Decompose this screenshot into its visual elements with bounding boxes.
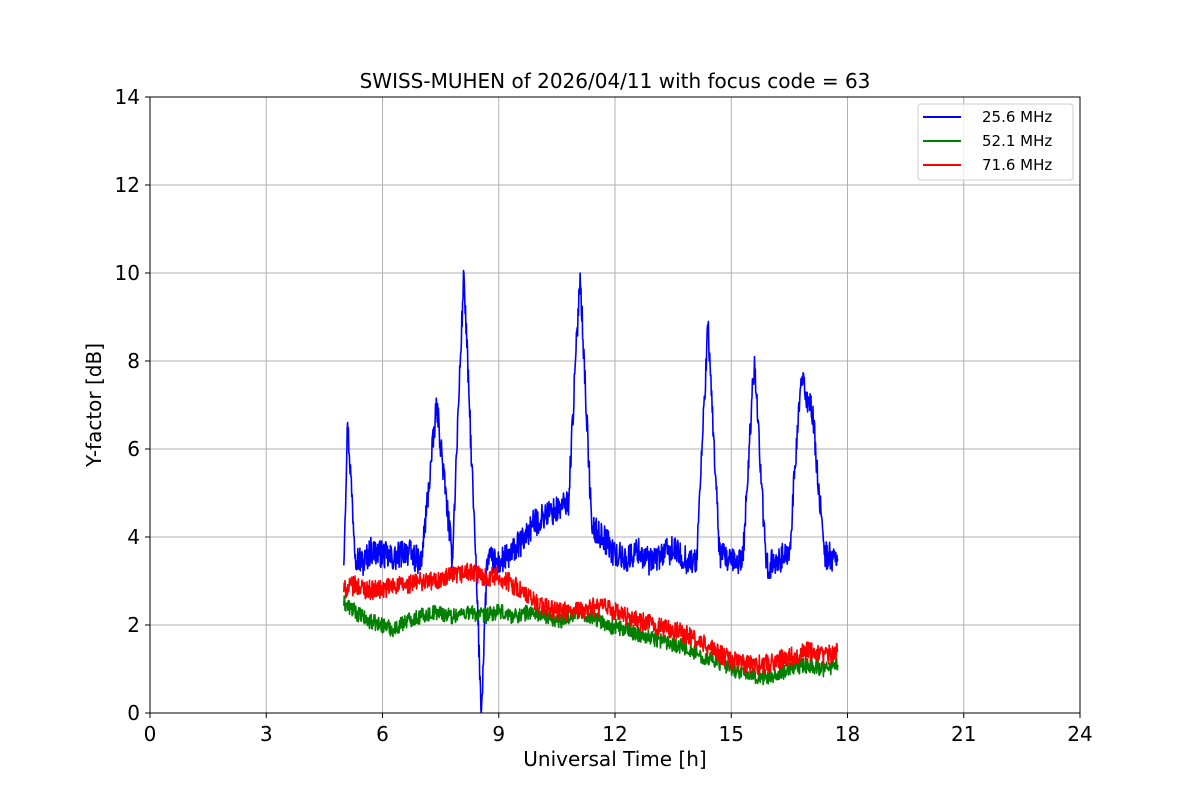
series-layer <box>343 269 839 713</box>
x-tick-label: 12 <box>602 722 627 746</box>
x-tick-label: 21 <box>951 722 976 746</box>
x-axis-ticks: 0 3 6 9 12 15 18 21 24 <box>144 713 1093 746</box>
x-tick-label: 9 <box>492 722 505 746</box>
y-tick-label: 6 <box>127 437 140 461</box>
x-tick-label: 18 <box>835 722 860 746</box>
y-tick-label: 12 <box>115 173 140 197</box>
y-tick-label: 8 <box>127 349 140 373</box>
y-axis-ticks: 0 2 4 6 8 10 12 14 <box>115 85 150 725</box>
chart-title: SWISS-MUHEN of 2026/04/11 with focus cod… <box>360 69 871 93</box>
grid <box>149 96 1081 714</box>
y-tick-label: 4 <box>127 525 140 549</box>
legend-label: 52.1 MHz <box>982 132 1052 150</box>
series-line <box>343 269 839 713</box>
y-tick-label: 0 <box>127 701 140 725</box>
x-tick-label: 6 <box>376 722 389 746</box>
y-tick-label: 10 <box>115 261 140 285</box>
x-axis-label: Universal Time [h] <box>523 747 706 771</box>
legend-box <box>917 103 1074 181</box>
x-tick-label: 3 <box>260 722 273 746</box>
x-tick-label: 15 <box>719 722 744 746</box>
y-tick-label: 14 <box>115 85 140 109</box>
x-tick-label: 24 <box>1067 722 1092 746</box>
series-line <box>343 562 839 675</box>
y-axis-label: Y-factor [dB] <box>82 343 106 468</box>
legend-label: 25.6 MHz <box>982 108 1052 126</box>
legend: 25.6 MHz 52.1 MHz 71.6 MHz <box>917 103 1074 181</box>
x-tick-label: 0 <box>144 722 157 746</box>
y-tick-label: 2 <box>127 613 140 637</box>
legend-label: 71.6 MHz <box>982 156 1052 174</box>
